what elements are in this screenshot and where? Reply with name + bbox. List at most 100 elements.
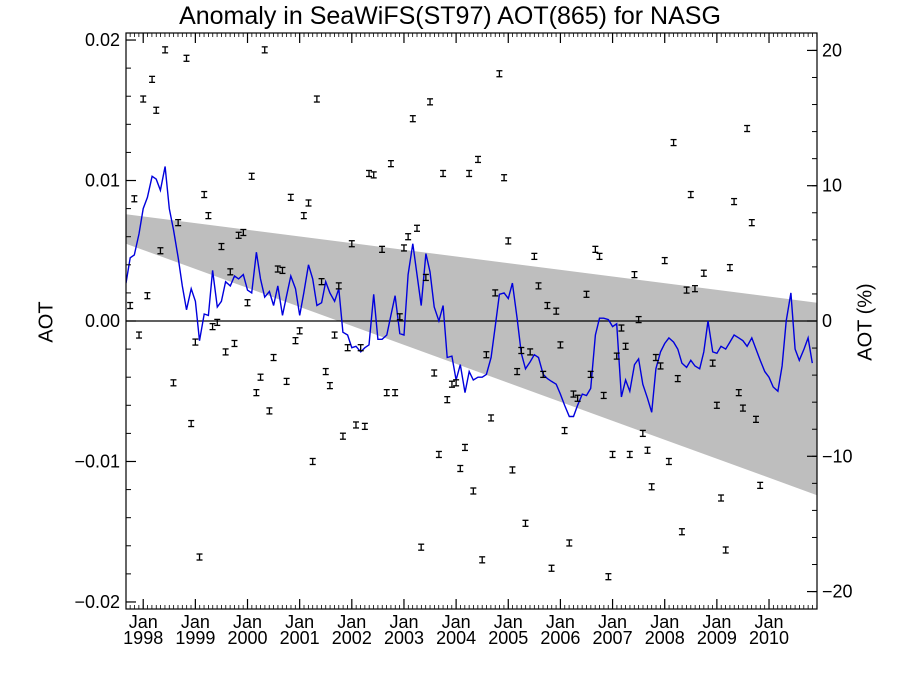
data-point <box>396 313 403 321</box>
x-tick-label-year: 2002 <box>332 628 372 648</box>
data-point <box>718 494 725 502</box>
data-point <box>287 193 294 202</box>
data-point <box>140 95 147 103</box>
data-point <box>335 282 342 290</box>
data-point <box>670 138 677 147</box>
x-tick-label-month: Jan <box>285 612 314 632</box>
data-point <box>352 421 359 429</box>
data-point <box>566 539 573 547</box>
data-point <box>739 404 746 412</box>
y2-tick-label: 20 <box>822 40 842 60</box>
data-point <box>505 237 512 245</box>
data-point <box>348 240 355 248</box>
data-point <box>431 369 438 377</box>
data-point <box>292 337 299 345</box>
data-point <box>457 464 464 473</box>
data-point <box>400 244 407 252</box>
data-point <box>744 124 751 133</box>
data-point <box>501 174 508 182</box>
data-point <box>605 573 612 581</box>
data-point <box>687 190 694 199</box>
data-point <box>618 324 625 332</box>
data-point <box>540 370 547 379</box>
x-tick-label-month: Jan <box>650 612 679 632</box>
data-point <box>205 211 212 220</box>
data-point <box>757 481 764 490</box>
chart-title: Anomaly in SeaWiFS(ST97) AOT(865) for NA… <box>179 2 721 30</box>
x-tick-label-year: 2008 <box>645 628 685 648</box>
data-point <box>635 315 642 324</box>
data-point <box>409 115 416 123</box>
data-point <box>253 388 260 397</box>
data-point <box>596 252 603 261</box>
data-point <box>435 450 442 459</box>
data-point <box>444 396 451 404</box>
data-point <box>387 160 394 168</box>
data-point <box>657 362 664 370</box>
data-point <box>492 289 499 297</box>
x-tick-label-year: 1998 <box>123 628 163 648</box>
data-point <box>127 301 134 310</box>
data-point <box>222 348 229 356</box>
data-point <box>639 429 646 438</box>
data-point <box>691 285 698 293</box>
x-tick-label-month: Jan <box>233 612 262 632</box>
data-point <box>600 391 607 400</box>
data-point <box>613 352 620 360</box>
data-point <box>700 269 707 277</box>
data-point <box>339 432 346 440</box>
y-tick-label: −0.01 <box>74 451 120 471</box>
data-point <box>131 195 138 203</box>
data-point <box>587 370 594 379</box>
data-point <box>609 450 616 459</box>
x-tick-label-month: Jan <box>389 612 418 632</box>
data-point <box>648 483 655 491</box>
data-point <box>470 487 477 495</box>
x-tick-label-year: 2009 <box>697 628 737 648</box>
data-point <box>722 546 729 554</box>
data-point <box>448 380 455 388</box>
data-point <box>544 301 551 310</box>
data-point <box>713 401 720 409</box>
data-point <box>479 556 486 564</box>
data-point <box>731 197 738 206</box>
x-tick-label-month: Jan <box>181 612 210 632</box>
data-point <box>201 190 208 199</box>
data-point <box>379 245 386 254</box>
data-point <box>405 233 412 241</box>
y2-tick-label: 10 <box>822 176 842 196</box>
y-tick-label: 0.00 <box>85 311 120 331</box>
data-point <box>466 169 473 178</box>
data-point <box>574 394 581 402</box>
data-point <box>192 338 199 346</box>
y-tick-label: 0.02 <box>85 30 120 50</box>
data-point <box>313 95 320 103</box>
data-point <box>209 322 216 331</box>
data-point <box>626 450 633 459</box>
data-point <box>344 344 351 352</box>
x-tick-label-month: Jan <box>546 612 575 632</box>
data-point <box>644 446 651 454</box>
data-point <box>661 256 668 265</box>
data-point <box>535 282 542 290</box>
data-point <box>440 169 447 178</box>
data-point <box>678 528 685 536</box>
trend-band <box>126 214 817 496</box>
data-point <box>318 278 325 286</box>
data-point <box>631 270 638 279</box>
data-point <box>592 245 599 254</box>
y2-tick-label: 0 <box>822 311 832 331</box>
data-point <box>283 377 290 386</box>
anomaly-line <box>126 166 813 418</box>
data-point <box>296 327 303 335</box>
data-point <box>326 381 333 390</box>
data-point <box>305 199 312 207</box>
data-point <box>153 106 160 114</box>
x-tick-label-year: 2007 <box>593 628 633 648</box>
data-point <box>322 367 329 376</box>
data-point <box>370 171 377 179</box>
data-point <box>149 75 156 84</box>
data-point <box>257 373 264 381</box>
